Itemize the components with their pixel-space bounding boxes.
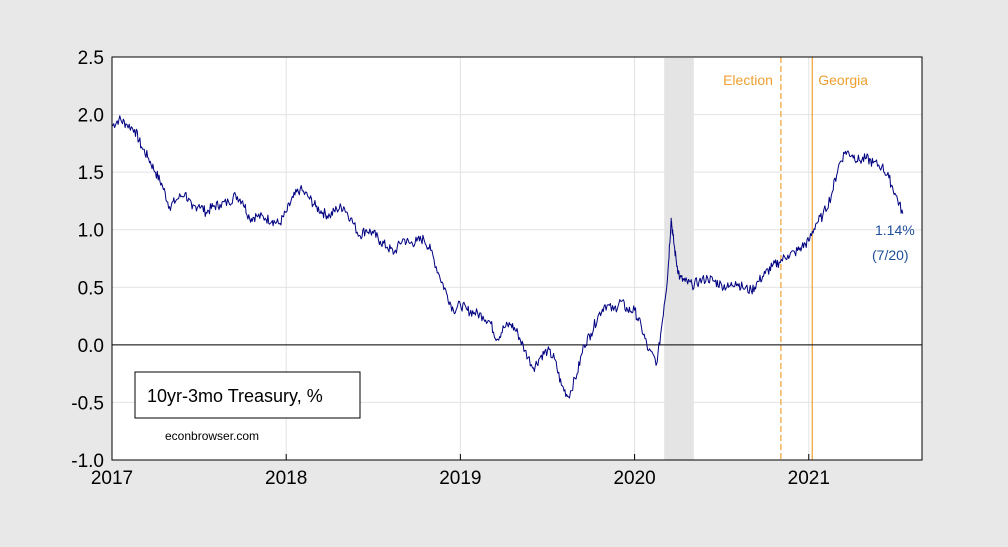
- y-tick-label: 0.5: [78, 278, 104, 299]
- event-label-georgia: Georgia: [818, 72, 868, 88]
- legend-label: 10yr-3mo Treasury, %: [147, 386, 323, 406]
- x-tick-label: 2018: [265, 468, 307, 489]
- y-tick-label: 2.0: [78, 106, 104, 127]
- x-tick-label: 2017: [91, 468, 133, 489]
- plot-frame: [111, 56, 923, 461]
- source-note: econbrowser.com: [165, 429, 259, 443]
- y-tick-label: 1.0: [78, 221, 104, 242]
- vertical-lines-group: Election Georgia: [723, 57, 868, 460]
- y-tick-label: 2.5: [78, 48, 104, 69]
- end-date-annotation: (7/20): [872, 247, 909, 263]
- event-label-election: Election: [723, 72, 773, 88]
- y-tick-label: 0.0: [78, 336, 104, 357]
- y-tick-label: 1.5: [78, 163, 104, 184]
- x-tick-labels: 2017 2018 2019 2020 2021: [91, 454, 830, 489]
- series-line: [111, 115, 904, 399]
- y-tick-label: -0.5: [71, 393, 104, 414]
- x-tick-label: 2020: [613, 468, 655, 489]
- end-value-annotation: 1.14%: [875, 222, 915, 238]
- x-tick-label: 2021: [788, 468, 830, 489]
- y-tick-label: -1.0: [71, 451, 104, 472]
- x-tick-label: 2019: [439, 468, 481, 489]
- legend-box: [134, 371, 361, 419]
- series-group: [111, 115, 904, 399]
- y-tick-labels: 2.5 2.0 1.5 1.0 0.5 0.0 -0.5 -1.0: [71, 48, 104, 472]
